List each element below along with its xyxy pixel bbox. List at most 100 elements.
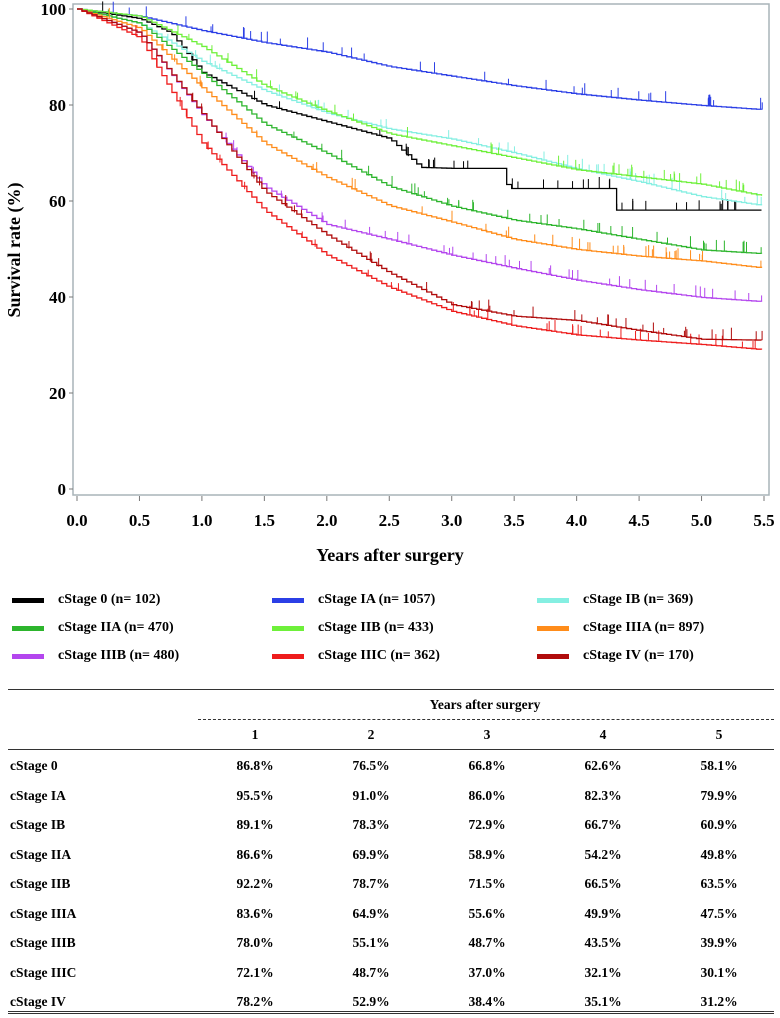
x-tick-label: 5.0	[691, 511, 712, 530]
table-cell: 35.1%	[584, 994, 622, 1009]
curves	[77, 1, 763, 350]
table-cell: 78.2%	[236, 994, 274, 1009]
header-rule	[8, 749, 774, 750]
table-cell: 78.3%	[352, 817, 390, 832]
row-label: cStage IIB	[10, 876, 71, 891]
table-cell: 58.9%	[468, 846, 506, 862]
series-8	[77, 8, 763, 341]
y-axis: 0 20 40 60 80 100	[41, 0, 73, 499]
table-cell: 62.6%	[584, 758, 622, 773]
legend-label: cStage IIIB (n= 480)	[58, 648, 180, 663]
table-bottom-rule	[8, 1011, 774, 1016]
survival-curve	[77, 8, 763, 254]
table-cell: 89.1%	[236, 817, 274, 832]
legend-item: cStage IIA (n= 470)	[12, 620, 174, 636]
table-cell: 48.7%	[352, 964, 390, 980]
legend-label: cStage IB (n= 369)	[583, 592, 694, 607]
series-2	[77, 8, 763, 206]
legend-label: cStage IV (n= 170)	[583, 648, 694, 663]
table-cell: 55.6%	[468, 905, 506, 921]
table-cell: 63.5%	[700, 876, 738, 891]
table-cell: 91.0%	[352, 787, 390, 803]
table-cell: 86.6%	[236, 846, 274, 862]
table-cell: 72.9%	[468, 817, 506, 832]
legend-label: cStage IIA (n= 470)	[58, 620, 174, 635]
table-cell: 39.9%	[700, 935, 738, 950]
survival-curve	[77, 8, 763, 206]
legend-item: cStage IIIC (n= 362)	[272, 648, 440, 664]
legend-item: cStage IIB (n= 433)	[272, 620, 434, 636]
table-cell: 82.3%	[584, 787, 622, 803]
column-header: 5	[715, 727, 723, 742]
table-cell: 71.5%	[468, 876, 506, 891]
x-tick-label: 1.0	[191, 511, 212, 530]
legend-swatch	[537, 597, 569, 603]
legend-label: cStage IIIA (n= 897)	[583, 620, 705, 635]
x-tick-label: 2.0	[316, 511, 337, 530]
row-label: cStage IV	[10, 994, 66, 1009]
table-cell: 49.9%	[584, 905, 622, 921]
legend-swatch	[12, 597, 44, 603]
table-cell: 79.9%	[700, 787, 738, 803]
x-tick-label: 2.5	[379, 511, 400, 530]
survival-chart: 0 20 40 60 80 100 0.0 0.5 1.0 1.5 2.0 2.5 3.0 3.5 4.0…	[4, 0, 775, 565]
x-tick-label: 3.5	[504, 511, 525, 530]
legend-item: cStage 0 (n= 102)	[12, 592, 160, 608]
y-tick-label: 40	[49, 288, 66, 307]
legend-item: cStage IIIA (n= 897)	[537, 620, 704, 636]
legend-swatch	[537, 625, 569, 631]
x-tick-label: 3.0	[441, 511, 462, 530]
legend-swatch	[272, 597, 304, 603]
legend-label: cStage IA (n= 1057)	[318, 592, 436, 607]
header-dashed-rule	[198, 719, 774, 720]
table-cell: 55.1%	[352, 935, 390, 950]
table-cell: 43.5%	[584, 935, 622, 950]
legend-swatch	[12, 653, 44, 659]
table-cell: 66.8%	[468, 758, 506, 773]
row-label: cStage 0	[10, 758, 58, 773]
column-header: 1	[251, 727, 259, 742]
table-top-rule	[8, 689, 774, 690]
table-cell: 31.2%	[700, 994, 738, 1009]
table-cell: 52.9%	[352, 994, 390, 1009]
row-label: cStage IB	[10, 817, 66, 832]
table-cell: 72.1%	[236, 964, 274, 980]
table-cell: 83.6%	[236, 905, 274, 921]
y-axis-label: Survival rate (%)	[4, 183, 25, 318]
legend-swatch	[537, 653, 569, 659]
table-cell: 86.8%	[236, 758, 274, 773]
row-label: cStage IA	[10, 787, 66, 803]
y-tick-label: 60	[49, 192, 66, 211]
legend-swatch	[272, 653, 304, 659]
row-label: cStage IIIB	[10, 935, 76, 950]
table-cell: 48.7%	[468, 935, 506, 950]
x-tick-label: 5.5	[753, 511, 774, 530]
legend-label: cStage IIB (n= 433)	[318, 620, 434, 635]
row-label: cStage IIIA	[10, 905, 77, 921]
x-axis: 0.0 0.5 1.0 1.5 2.0 2.5 3.0 3.5 4.0 4.5 5.0 5.5	[66, 496, 775, 530]
series-1	[77, 1, 763, 110]
series-0	[77, 1, 762, 211]
x-tick-label: 0.5	[129, 511, 150, 530]
table-cell: 60.9%	[700, 817, 738, 832]
table-cell: 86.0%	[468, 787, 506, 803]
table-header: Years after surgery	[429, 697, 541, 712]
table-cell: 54.2%	[584, 846, 622, 862]
survival-curve	[77, 8, 762, 211]
table-cell: 49.8%	[700, 846, 738, 862]
legend-swatch	[272, 625, 304, 631]
x-tick-label: 0.0	[66, 511, 87, 530]
table-cell: 37.0%	[468, 964, 506, 980]
x-tick-label: 4.0	[566, 511, 587, 530]
table-cell: 76.5%	[352, 758, 390, 773]
row-label: cStage IIIC	[10, 964, 77, 980]
table-cell: 78.0%	[236, 935, 274, 950]
table-cell: 64.9%	[352, 905, 390, 921]
table-cell: 66.5%	[584, 876, 622, 891]
survival-curve	[77, 8, 763, 341]
table-cell: 95.5%	[236, 787, 274, 803]
column-header: 2	[367, 727, 375, 742]
table-cell: 66.7%	[584, 817, 622, 832]
legend-label: cStage IIIC (n= 362)	[318, 648, 440, 663]
series-4	[77, 8, 763, 196]
